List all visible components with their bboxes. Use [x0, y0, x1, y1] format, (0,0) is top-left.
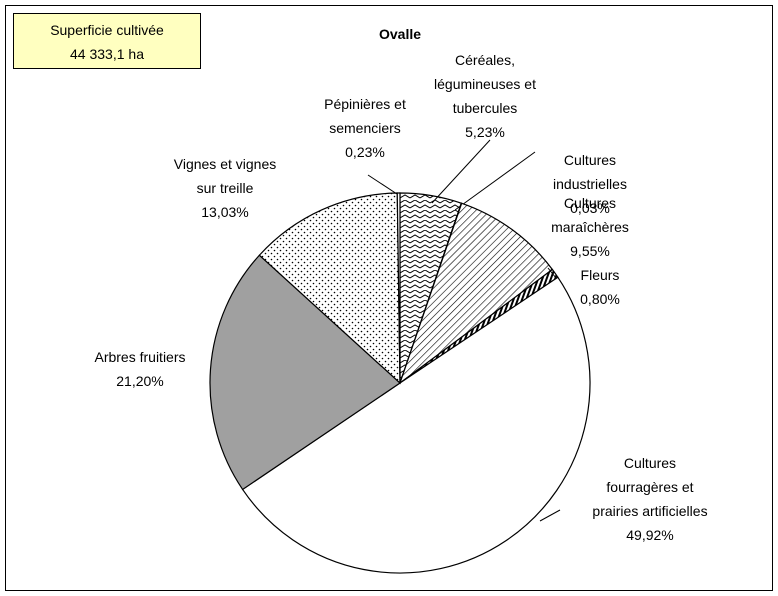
slice-label: Céréales, légumineuses et tubercules 5,23… — [434, 48, 536, 144]
slice-label: Arbres fruitiers 21,20% — [94, 345, 185, 393]
value-label: 5,23% — [465, 124, 505, 140]
category-label: Cultures fourragères et prairies artific… — [592, 455, 708, 519]
category-label: Arbres fruitiers — [94, 349, 186, 365]
leader-line — [367, 174, 398, 195]
slice-label: Fleurs 0,80% — [580, 263, 620, 311]
value-label: 0,80% — [580, 291, 620, 307]
slice-label: Vignes et vignes sur treille 13,03% — [174, 152, 276, 224]
pie-slice — [241, 276, 591, 574]
pie-slice — [398, 202, 554, 385]
chart-border — [5, 5, 773, 591]
annotation-box: Superficie cultivée 44 333,1 ha — [13, 13, 201, 69]
slice-label: Cultures maraîchères 9,55% — [551, 191, 629, 263]
slice-label: Pépinières et semenciers 0,23% — [324, 92, 406, 164]
pie-slice — [209, 254, 401, 491]
value-label: 0,03% — [570, 200, 610, 216]
leader-line — [431, 139, 491, 204]
annotation: Superficie cultivée — [50, 22, 164, 38]
leader-line — [547, 267, 557, 279]
category-label: Fleurs — [580, 267, 620, 283]
leader-line — [454, 151, 536, 211]
pie-slice — [258, 192, 401, 385]
value-label: 9,55% — [570, 243, 610, 259]
category-label: Vignes et vignes sur treille — [173, 156, 277, 196]
value-label: 13,03% — [201, 204, 249, 220]
category-label: Cultures industrielles — [553, 152, 627, 192]
category-label: Pépinières et semenciers — [324, 96, 406, 136]
value-label: 49,92% — [626, 527, 674, 543]
value-label: 0,23% — [345, 144, 385, 160]
pie-slice — [396, 192, 401, 384]
slice-label: Cultures fourragères et prairies artific… — [592, 451, 707, 547]
slice-label: Cultures industrielles 0,03% — [553, 148, 627, 220]
leader-line — [539, 509, 561, 522]
value-label: 21,20% — [116, 373, 164, 389]
chart-title: Ovalle — [378, 26, 422, 42]
category-label: Céréales, légumineuses et tubercules — [434, 52, 536, 116]
category-label: Cultures maraîchères — [551, 195, 629, 235]
annotation: 44 333,1 ha — [70, 46, 144, 62]
